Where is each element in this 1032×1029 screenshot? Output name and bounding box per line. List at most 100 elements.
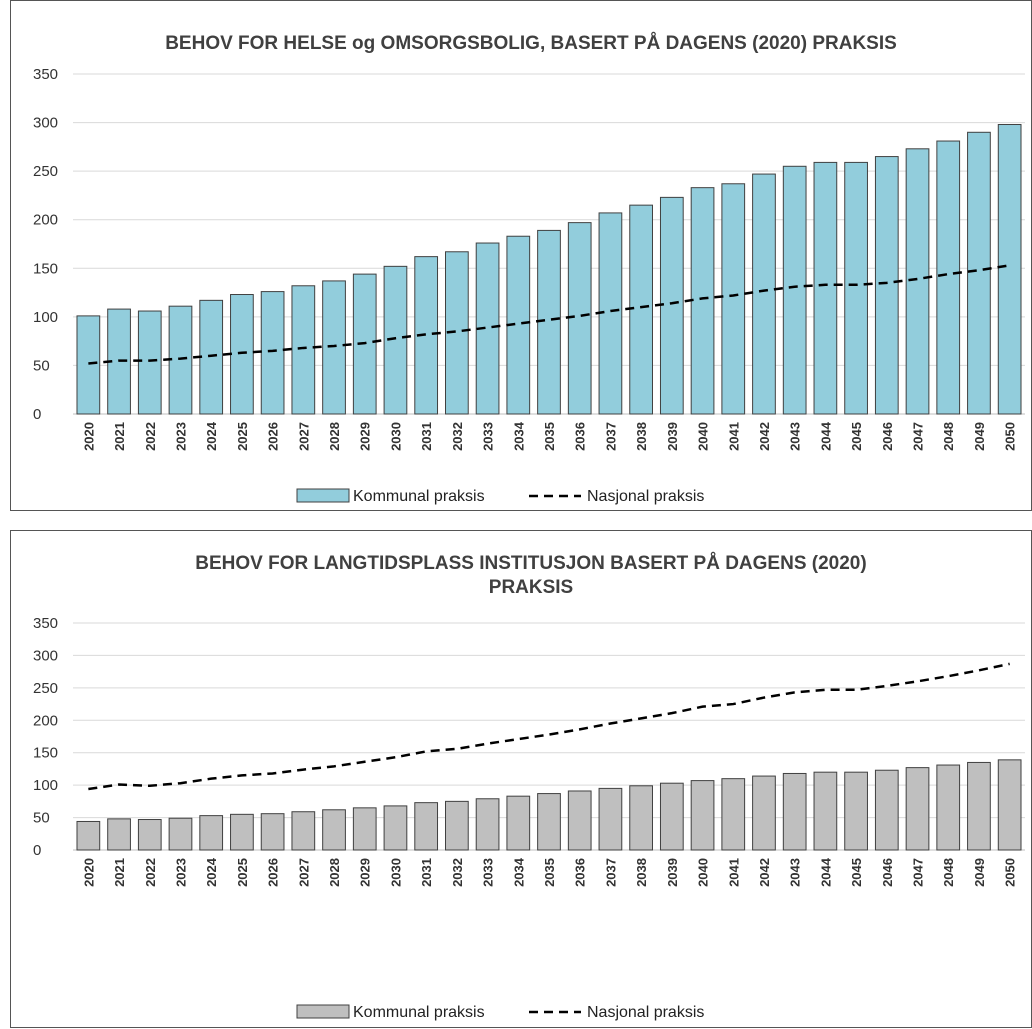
bar-2039	[659, 782, 684, 851]
x-tick-label: 2046	[880, 422, 895, 451]
x-tick-label: 2030	[388, 422, 403, 451]
x-tick-label: 2039	[665, 858, 680, 887]
bar-2036	[567, 222, 592, 415]
bar-2043	[782, 772, 807, 851]
x-tick-label: 2025	[235, 422, 250, 451]
x-tick-label: 2044	[818, 857, 833, 887]
x-tick-label: 2034	[511, 857, 526, 887]
y-tick-label: 250	[33, 680, 58, 697]
y-tick-label: 100	[33, 309, 58, 326]
bar-2020	[76, 820, 101, 851]
x-tick-label: 2029	[358, 422, 373, 451]
x-tick-label: 2044	[818, 421, 833, 451]
x-tick-label: 2022	[143, 858, 158, 887]
x-tick-label: 2026	[266, 422, 281, 451]
bar-2030	[383, 265, 408, 415]
bar-2040	[690, 780, 715, 851]
x-tick-label: 2041	[726, 422, 741, 451]
x-tick-label: 2024	[204, 421, 219, 451]
y-tick-label: 100	[33, 777, 58, 794]
bar-2022	[137, 310, 162, 415]
x-tick-label: 2028	[327, 422, 342, 451]
bar-2031	[414, 802, 439, 851]
x-tick-label: 2035	[542, 858, 557, 887]
x-tick-label: 2028	[327, 858, 342, 887]
x-tick-label: 2043	[788, 858, 803, 887]
bar-2044	[813, 771, 838, 851]
legend-label-kommunal-praksis: Kommunal praksis	[353, 1004, 485, 1021]
x-tick-label: 2027	[296, 858, 311, 887]
bar-2045	[844, 161, 868, 415]
bar-2048	[936, 764, 961, 851]
bar-2023	[168, 305, 193, 415]
legend-swatch-kommunal-praksis	[296, 488, 350, 503]
x-tick-label: 2030	[388, 858, 403, 887]
bar-2037	[598, 787, 623, 851]
x-tick-label: 2038	[634, 858, 649, 887]
y-tick-label: 0	[33, 406, 41, 423]
x-tick-label: 2032	[450, 858, 465, 887]
bar-2041	[721, 183, 746, 415]
bar-2024	[199, 299, 224, 415]
x-tick-label: 2023	[173, 422, 188, 451]
x-tick-label: 2048	[941, 422, 956, 451]
x-tick-label: 2040	[696, 858, 711, 887]
y-tick-label: 50	[33, 357, 50, 374]
x-tick-label: 2041	[726, 858, 741, 887]
legend-label-kommunal-praksis: Kommunal praksis	[353, 488, 485, 505]
x-tick-label: 2047	[911, 422, 926, 451]
bar-2046	[874, 156, 899, 415]
x-tick-label: 2050	[1003, 422, 1018, 451]
x-tick-label: 2020	[81, 858, 96, 887]
chart-1-svg: BEHOV FOR HELSE og OMSORGSBOLIG, BASERT …	[33, 33, 1025, 505]
x-tick-label: 2037	[603, 422, 618, 451]
bar-2041	[721, 778, 746, 851]
chart-title: PRAKSIS	[489, 577, 573, 598]
chart-title: BEHOV FOR HELSE og OMSORGSBOLIG, BASERT …	[165, 33, 897, 54]
bar-2034	[506, 795, 531, 851]
bar-2038	[629, 785, 653, 851]
x-tick-label: 2039	[665, 422, 680, 451]
bar-2033	[475, 798, 500, 851]
x-tick-label: 2046	[880, 858, 895, 887]
y-tick-label: 350	[33, 66, 58, 83]
x-tick-label: 2036	[573, 422, 588, 451]
bar-2044	[813, 161, 838, 415]
x-tick-label: 2043	[788, 422, 803, 451]
bar-2047	[905, 148, 930, 415]
x-tick-label: 2026	[266, 858, 281, 887]
bar-2028	[322, 809, 346, 851]
bar-2027	[291, 285, 316, 415]
x-tick-label: 2024	[204, 857, 219, 887]
x-tick-label: 2049	[972, 422, 987, 451]
bar-2035	[537, 793, 561, 851]
bar-2050	[997, 759, 1022, 851]
x-tick-label: 2020	[81, 422, 96, 451]
bar-2025	[230, 813, 254, 851]
bar-2049	[967, 761, 991, 851]
x-tick-label: 2045	[849, 858, 864, 887]
chart-2-svg: BEHOV FOR LANGTIDSPLASS INSTITUSJON BASE…	[33, 553, 1025, 1021]
bar-2026	[260, 813, 285, 851]
y-tick-label: 200	[33, 212, 58, 229]
bar-2022	[137, 819, 162, 851]
bar-2033	[475, 242, 500, 415]
bar-2035	[537, 229, 561, 415]
bar-2040	[690, 187, 715, 415]
x-tick-label: 2031	[419, 422, 434, 451]
x-tick-label: 2036	[573, 858, 588, 887]
bar-2031	[414, 256, 439, 415]
x-tick-label: 2034	[511, 421, 526, 451]
y-tick-label: 0	[33, 842, 41, 859]
legend-swatch-kommunal-praksis	[296, 1004, 350, 1019]
bar-2023	[168, 817, 193, 851]
series-line-nasjonal-praksis	[88, 662, 1010, 791]
chart-panel-2: BEHOV FOR LANGTIDSPLASS INSTITUSJON BASE…	[10, 530, 1032, 1028]
y-tick-label: 50	[33, 810, 50, 827]
bar-2047	[905, 767, 930, 851]
bar-2048	[936, 140, 961, 415]
bar-2042	[752, 173, 776, 415]
x-tick-label: 2047	[911, 858, 926, 887]
x-tick-label: 2048	[941, 858, 956, 887]
bar-2026	[260, 291, 285, 415]
